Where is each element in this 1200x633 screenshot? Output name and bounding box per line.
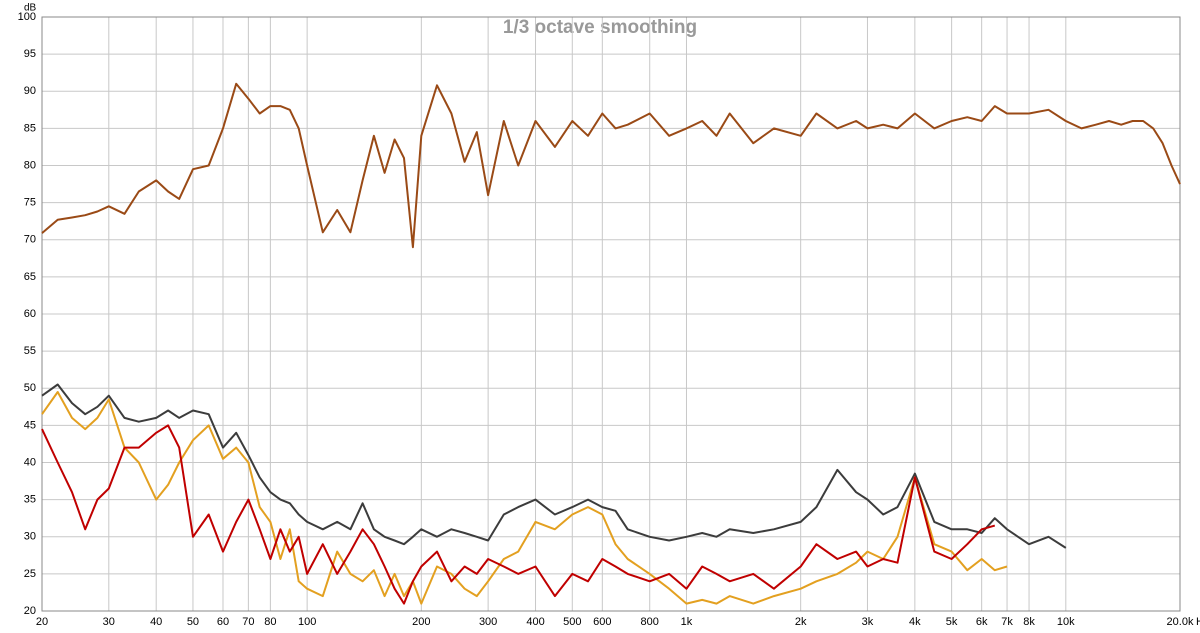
y-tick-label: 55 xyxy=(24,345,36,357)
y-tick-label: 95 xyxy=(24,48,36,60)
x-tick-label: 800 xyxy=(641,616,659,628)
x-tick-label: 500 xyxy=(563,616,581,628)
x-tick-label: 70 xyxy=(242,616,254,628)
y-tick-label: 65 xyxy=(24,271,36,283)
y-tick-label: 45 xyxy=(24,419,36,431)
x-tick-label: 1k xyxy=(681,616,693,628)
series-line xyxy=(41,391,1008,605)
x-tick-label: 400 xyxy=(526,616,544,628)
y-tick-label: 25 xyxy=(24,568,36,580)
y-tick-label: 20 xyxy=(24,605,36,617)
y-tick-label: 40 xyxy=(24,456,36,468)
x-tick-label: 3k xyxy=(862,616,874,628)
y-tick-label: 85 xyxy=(24,122,36,134)
y-tick-label: 30 xyxy=(24,531,36,543)
series-line xyxy=(41,424,996,605)
x-axis-label: Hz xyxy=(1196,616,1200,628)
x-tick-label: 300 xyxy=(479,616,497,628)
x-tick-label: 8k xyxy=(1023,616,1035,628)
x-tick-label: 100 xyxy=(298,616,316,628)
x-tick-label: 7k xyxy=(1001,616,1013,628)
y-axis-label: dB xyxy=(24,3,37,14)
x-tick-label: 6k xyxy=(976,616,988,628)
x-tick-label: 200 xyxy=(412,616,430,628)
y-tick-label: 60 xyxy=(24,308,36,320)
x-tick-label: 4k xyxy=(909,616,921,628)
y-tick-label: 35 xyxy=(24,494,36,506)
y-tick-label: 75 xyxy=(24,197,36,209)
x-tick-label: 50 xyxy=(187,616,199,628)
x-tick-label: 600 xyxy=(593,616,611,628)
x-tick-label: 20.0k xyxy=(1167,616,1194,628)
x-tick-label: 10k xyxy=(1057,616,1075,628)
chart-title: 1/3 octave smoothing xyxy=(503,17,697,38)
y-tick-label: 70 xyxy=(24,234,36,246)
y-tick-label: 100 xyxy=(18,11,36,23)
x-tick-label: 5k xyxy=(946,616,958,628)
x-tick-label: 60 xyxy=(217,616,229,628)
x-tick-label: 30 xyxy=(103,616,115,628)
x-tick-label: 20 xyxy=(36,616,48,628)
y-tick-label: 80 xyxy=(24,159,36,171)
plot-border xyxy=(41,16,1181,612)
series-line xyxy=(41,383,1067,549)
series-line xyxy=(41,82,1181,249)
y-tick-label: 90 xyxy=(24,85,36,97)
x-tick-label: 40 xyxy=(150,616,162,628)
x-tick-label: 2k xyxy=(795,616,807,628)
y-tick-label: 50 xyxy=(24,382,36,394)
x-tick-label: 80 xyxy=(264,616,276,628)
